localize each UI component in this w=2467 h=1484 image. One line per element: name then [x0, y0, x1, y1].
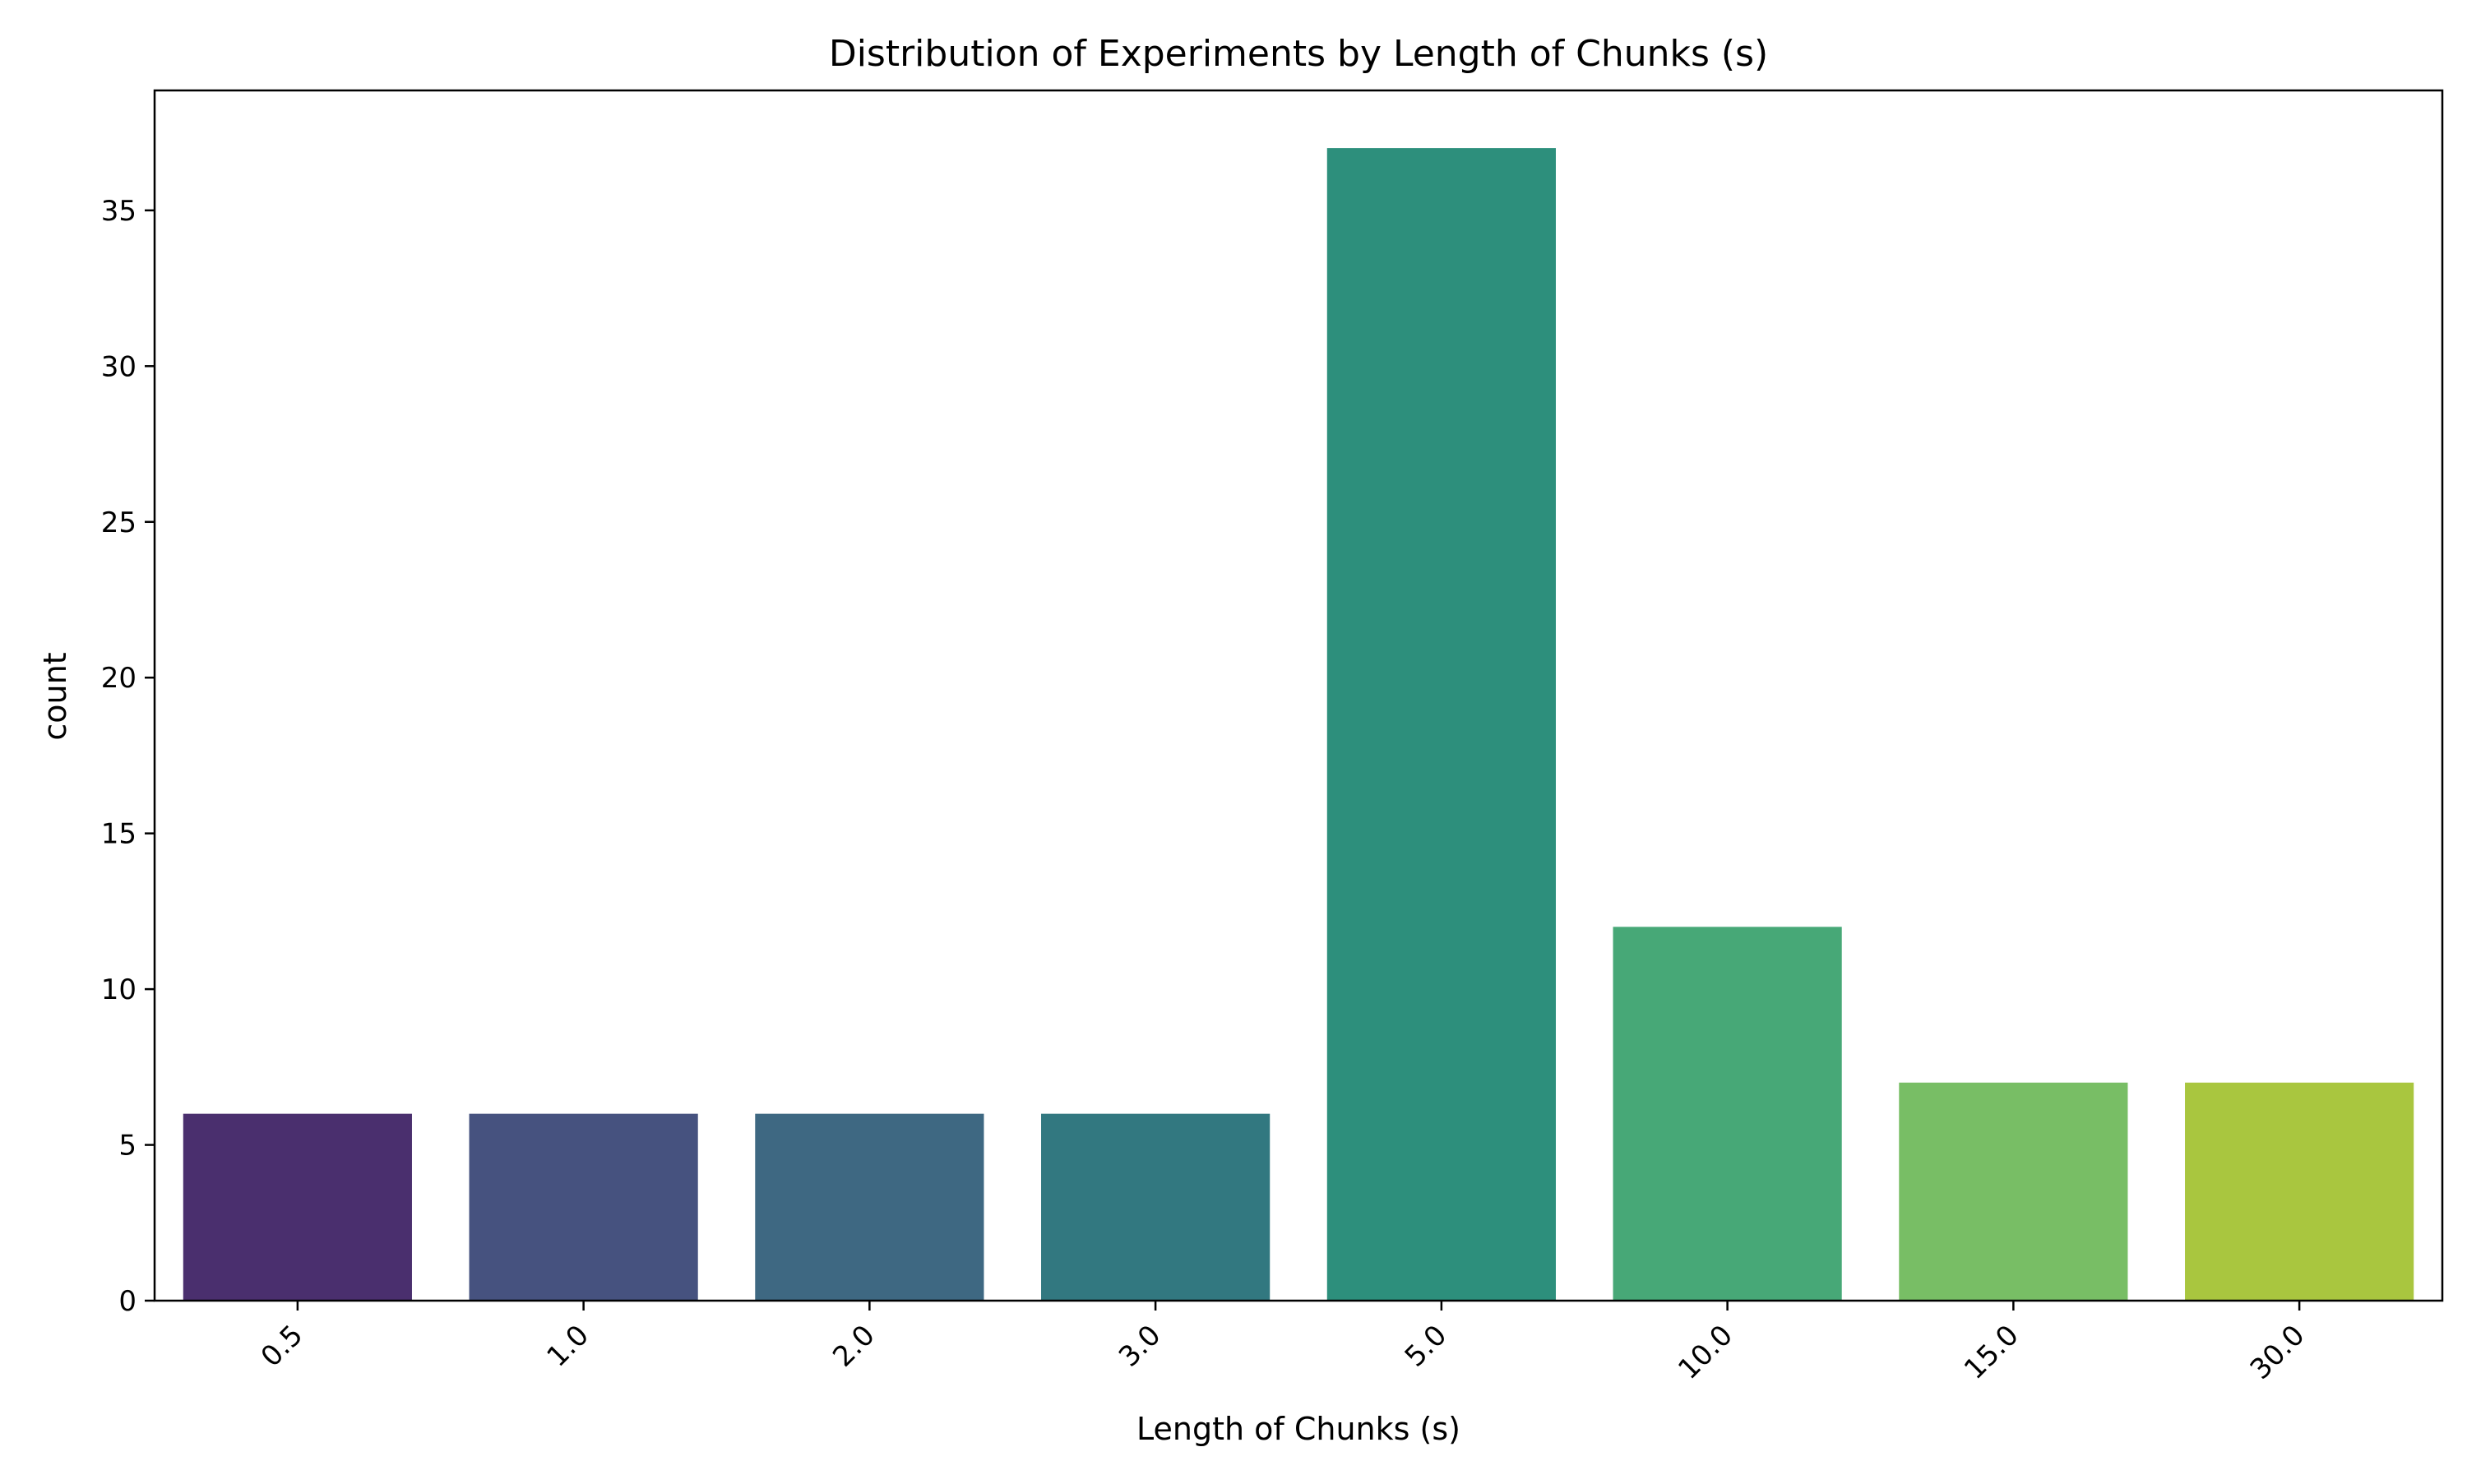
y-axis: 0 5 10 15 20 25 30 35 [101, 195, 155, 1318]
plot-frame [153, 89, 2444, 1302]
x-tick-label: 2.0 [826, 1319, 882, 1374]
chart-title: Distribution of Experiments by Length of… [829, 33, 1768, 75]
bar-1.0 [469, 1113, 698, 1301]
bar-0.5 [183, 1113, 412, 1301]
y-tick-label: 20 [101, 662, 137, 695]
x-axis: 0.5 1.0 2.0 3.0 5.0 10.0 15.0 30.0 [255, 1301, 2312, 1386]
bar-3.0 [1041, 1113, 1271, 1301]
x-axis-label: Length of Chunks (s) [1136, 1411, 1460, 1447]
y-tick-label: 5 [118, 1130, 137, 1163]
y-tick-label: 30 [101, 350, 137, 383]
y-tick-label: 15 [101, 818, 137, 851]
bar-30.0 [2185, 1082, 2414, 1301]
y-tick-label: 0 [118, 1285, 137, 1318]
bar-5.0 [1326, 148, 1556, 1301]
x-tick-label: 5.0 [1399, 1319, 1454, 1374]
x-tick-label: 30.0 [2244, 1319, 2312, 1386]
x-tick-label: 0.5 [255, 1319, 310, 1374]
x-tick-label: 1.0 [540, 1319, 595, 1374]
x-tick-label: 10.0 [1672, 1319, 1739, 1386]
bar-2.0 [755, 1113, 984, 1301]
bars-layer [183, 148, 2414, 1301]
y-tick-label: 10 [101, 973, 137, 1006]
y-axis-label: count [37, 652, 73, 740]
x-tick-label: 15.0 [1958, 1319, 2025, 1386]
bar-10.0 [1613, 927, 1842, 1301]
x-tick-label: 3.0 [1113, 1319, 1168, 1374]
y-tick-label: 25 [101, 506, 137, 539]
y-tick-label: 35 [101, 195, 137, 228]
bar-15.0 [1899, 1082, 2128, 1301]
